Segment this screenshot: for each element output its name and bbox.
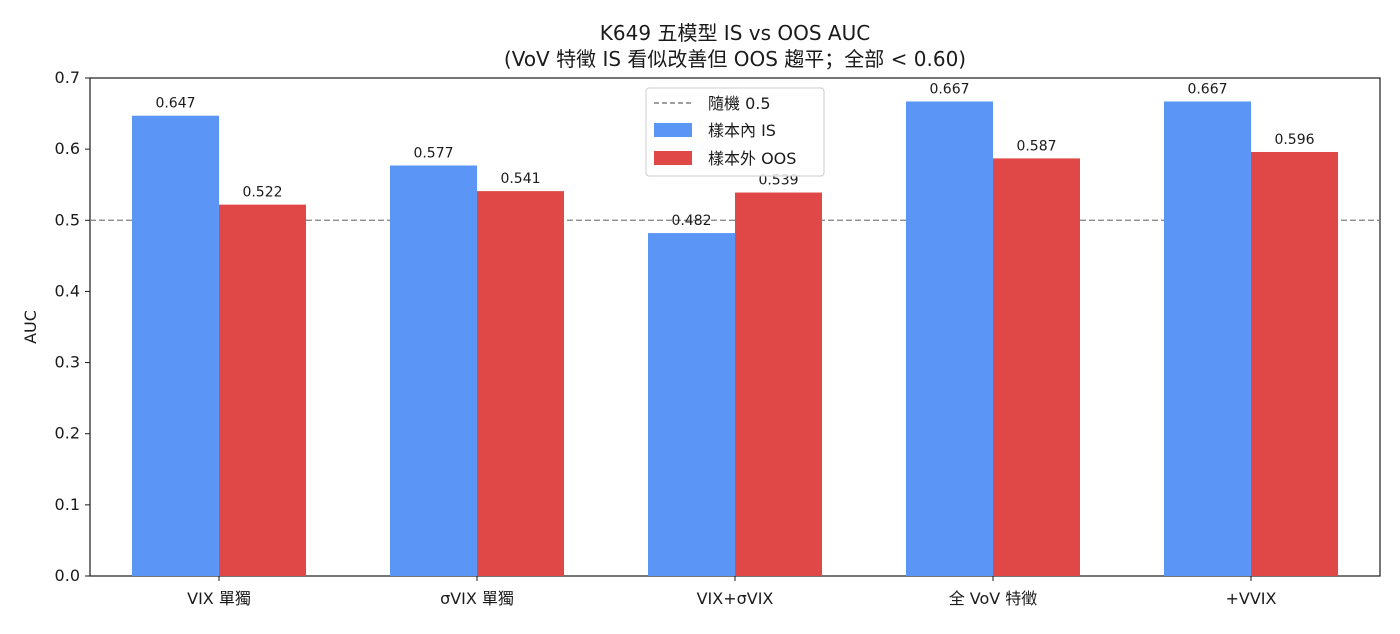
bar-oos: [477, 191, 564, 577]
data-label-is: 0.647: [155, 96, 195, 112]
chart-title: K649 五模型 IS vs OOS AUC: [600, 21, 870, 45]
bar-is: [132, 115, 219, 576]
x-tick-label: σVIX 單獨: [440, 589, 514, 608]
data-label-oos: 0.539: [758, 173, 798, 189]
data-label-is: 0.667: [1187, 81, 1227, 97]
data-label-oos: 0.522: [242, 185, 282, 201]
data-label-is: 0.667: [929, 81, 969, 97]
chart-subtitle: (VoV 特徵 IS 看似改善但 OOS 趨平；全部 < 0.60): [504, 47, 966, 71]
x-tick-label: VIX+σVIX: [697, 589, 774, 608]
legend-swatch-oos: [654, 151, 692, 165]
y-tick-label: 0.6: [55, 139, 80, 158]
y-axis-label: AUC: [21, 310, 40, 344]
y-tick-label: 0.2: [55, 424, 80, 443]
bar-oos: [993, 158, 1080, 577]
y-tick-label: 0.3: [55, 353, 80, 372]
y-tick-label: 0.4: [55, 281, 80, 300]
y-tick-label: 0.1: [55, 495, 80, 514]
bar-is: [906, 101, 993, 576]
bars-layer: [132, 101, 1338, 577]
data-label-oos: 0.596: [1274, 132, 1314, 148]
data-label-is: 0.482: [671, 213, 711, 229]
legend-swatch-is: [654, 123, 692, 137]
x-tick-label: VIX 單獨: [187, 589, 251, 608]
legend-label-oos: 樣本外 OOS: [708, 149, 796, 168]
data-label-oos: 0.541: [500, 171, 540, 187]
bar-oos: [219, 204, 306, 577]
legend: 隨機 0.5 樣本內 IS 樣本外 OOS: [645, 87, 825, 177]
data-labels-layer: 0.647 0.522 0.577 0.541 0.482 0.539 0.667 0.587…: [155, 81, 1314, 229]
data-label-oos: 0.587: [1016, 138, 1056, 154]
bar-oos: [1251, 151, 1338, 576]
bar-is: [390, 165, 477, 576]
data-label-is: 0.577: [413, 146, 453, 162]
x-tick-label: 全 VoV 特徵: [949, 589, 1038, 608]
axes-layer: VIX 單獨 σVIX 單獨 VIX+σVIX 全 VoV 特徵 +VVIX 0.0 0.1…: [55, 68, 1277, 608]
y-tick-label: 0.0: [55, 566, 80, 585]
y-tick-label: 0.7: [55, 68, 80, 87]
legend-label-random: 隨機 0.5: [708, 94, 771, 113]
bar-is: [1164, 101, 1251, 576]
bar-oos: [735, 192, 822, 577]
x-tick-label: +VVIX: [1226, 589, 1277, 608]
y-tick-label: 0.5: [55, 210, 80, 229]
legend-label-is: 樣本內 IS: [708, 121, 776, 140]
bar-is: [648, 233, 735, 576]
